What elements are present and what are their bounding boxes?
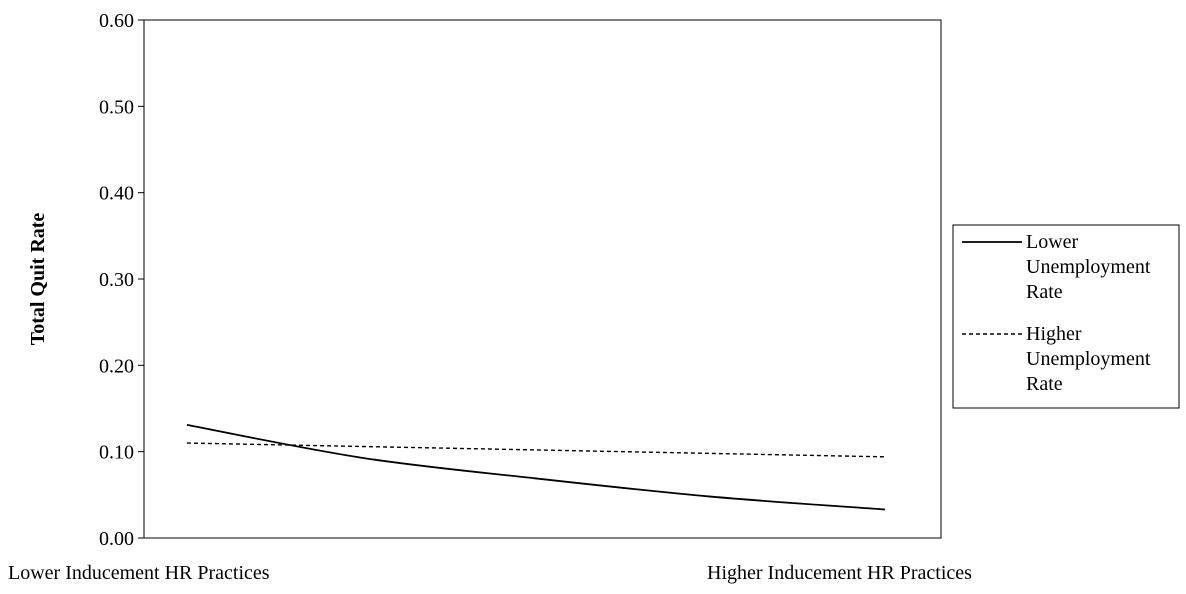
x-category-label: Lower Inducement HR Practices — [8, 562, 270, 584]
y-axis: 0.00 0.10 0.20 0.30 0.40 0.50 0.60 — [99, 10, 144, 550]
legend-label-1: Lower — [1026, 231, 1079, 253]
y-tick-label: 0.20 — [99, 355, 134, 377]
legend-label-1: Unemployment — [1026, 256, 1151, 278]
legend-box — [952, 224, 1180, 409]
y-tick-label: 0.50 — [99, 96, 134, 118]
legend-label-2: Unemployment — [1026, 348, 1151, 370]
series-lines — [186, 424, 886, 511]
plot-area — [143, 19, 942, 539]
legend-label-2: Higher — [1026, 323, 1082, 345]
legend-label-2: Rate — [1026, 373, 1063, 395]
plot-border — [143, 19, 942, 539]
x-category-label: Higher Inducement HR Practices — [707, 562, 972, 584]
y-tick-label: 0.30 — [99, 269, 134, 291]
y-tick-label: 0.10 — [99, 442, 134, 464]
series-line-2 — [186, 442, 886, 458]
y-tick-label: 0.40 — [99, 183, 134, 205]
series-line-1 — [186, 424, 886, 511]
legend-label-1: Rate — [1026, 281, 1063, 303]
x-axis: Lower Inducement HR Practices Higher Indu… — [8, 562, 972, 584]
y-tick-label: 0.00 — [99, 528, 134, 550]
legend: Lower Unemployment Rate Higher Unemployment R… — [952, 224, 1180, 409]
y-tick-label: 0.60 — [99, 10, 134, 32]
y-axis-label: Total Quit Rate — [27, 213, 49, 346]
